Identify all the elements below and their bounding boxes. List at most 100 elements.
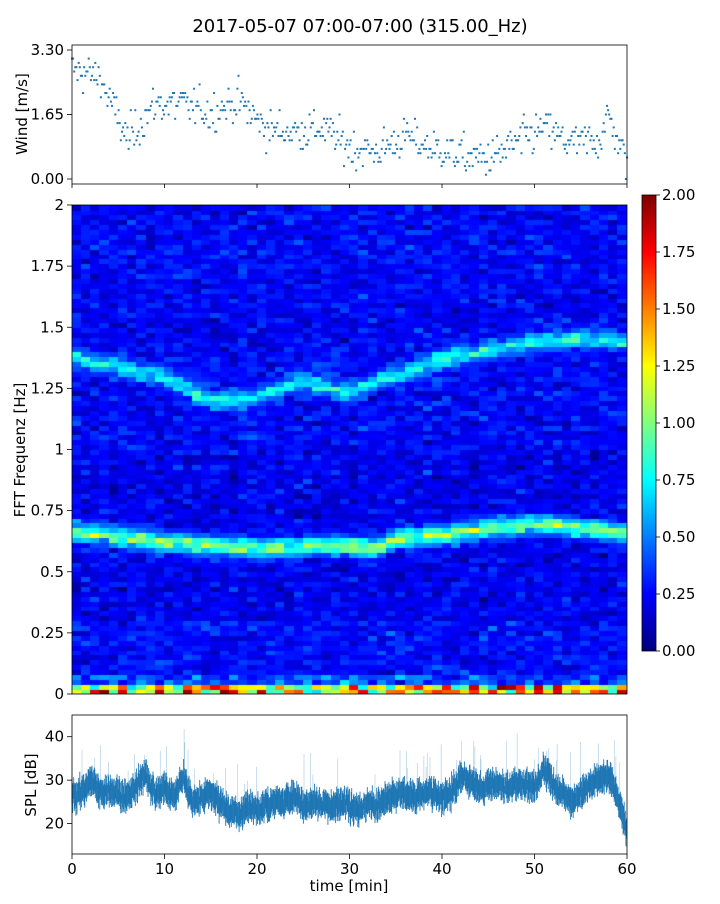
wind-point [289,130,292,133]
wind-point [586,152,588,155]
wind-point [324,139,327,142]
wind-point [193,87,196,90]
wind-point [304,126,307,129]
wind-point [197,104,200,107]
wind-point [216,104,219,107]
wind-point [144,109,147,112]
wind-point [243,104,245,107]
wind-point [412,139,415,142]
wind-point [535,113,537,116]
wind-point [364,139,366,142]
wind-point [274,130,277,133]
wind-point [513,135,516,137]
wind-point [206,100,209,103]
wind-point [529,126,532,129]
wind-point [285,130,288,133]
wind-point [356,147,359,150]
wind-point [381,139,384,142]
spl-ytick-label: 40 [45,728,64,746]
wind-point [390,135,393,137]
wind-point [511,147,514,150]
wind-point [450,139,453,142]
wind-point [117,109,120,112]
wind-point [493,152,496,155]
wind-point [287,135,290,137]
wind-point [123,135,126,137]
wind-point [101,83,103,86]
wind-point [425,147,428,150]
spl-panel: 20 30 40 0 10 20 30 40 50 60 SPL [dB] time [min] [22,714,637,895]
wind-point [481,152,484,155]
wind-point [582,143,585,146]
wind-point [568,143,571,146]
wind-point [231,122,234,125]
wind-point [300,122,303,125]
wind-point [122,126,125,129]
wind-point [460,139,463,142]
wind-point [539,117,542,120]
wind-point [409,139,412,142]
wind-point [97,66,100,69]
wind-point [375,143,378,146]
wind-point [509,130,512,133]
wind-point [517,139,520,142]
wind-point [256,113,259,116]
wind-point [130,126,133,129]
wind-point [128,139,131,142]
wind-point [426,135,429,137]
wind-x-ticks [71,184,628,188]
wind-point [620,139,623,142]
wind-point [109,100,112,103]
wind-point [335,143,338,146]
wind-point [339,143,342,146]
wind-point [384,152,386,155]
wind-point [108,87,111,90]
wind-point [145,109,148,112]
wind-point [245,104,248,107]
wind-point [278,109,281,112]
wind-point [531,152,534,155]
wind-point [73,70,76,73]
wind-point [249,122,252,125]
wind-point [168,96,171,99]
wind-point [408,135,411,137]
wind-point [362,147,365,150]
wind-point [592,139,595,142]
wind-point [167,113,170,116]
wind-point [427,156,430,159]
spl-ytick-label: 30 [45,771,64,789]
wind-point [89,79,92,82]
wind-point [503,147,506,150]
wind-point [540,130,543,133]
wind-point [479,143,482,146]
wind-point [374,152,376,155]
wind-point [198,83,201,86]
wind-point [451,139,454,142]
wind-point [349,139,352,142]
spectrogram-ytick-label: 1 [54,441,64,459]
spl-xtick-label: 20 [247,860,266,878]
wind-point [321,135,324,137]
wind-point [521,122,524,125]
wind-point [612,126,615,129]
wind-point [404,139,406,142]
wind-point [497,152,500,155]
wind-point [246,122,249,125]
wind-point [416,126,419,129]
wind-point [372,160,375,163]
wind-point [337,139,340,142]
spl-y-ticks: 20 30 40 [45,728,72,833]
wind-point [164,104,167,107]
wind-point [357,156,360,159]
wind-point [376,152,379,155]
wind-point [430,156,433,159]
wind-point [163,113,166,116]
wind-point [225,117,228,120]
wind-point [94,61,97,64]
wind-point [320,126,323,129]
wind-point [438,156,441,159]
wind-point [421,143,424,146]
wind-point [121,130,123,133]
wind-ytick-label: 1.65 [31,106,64,124]
